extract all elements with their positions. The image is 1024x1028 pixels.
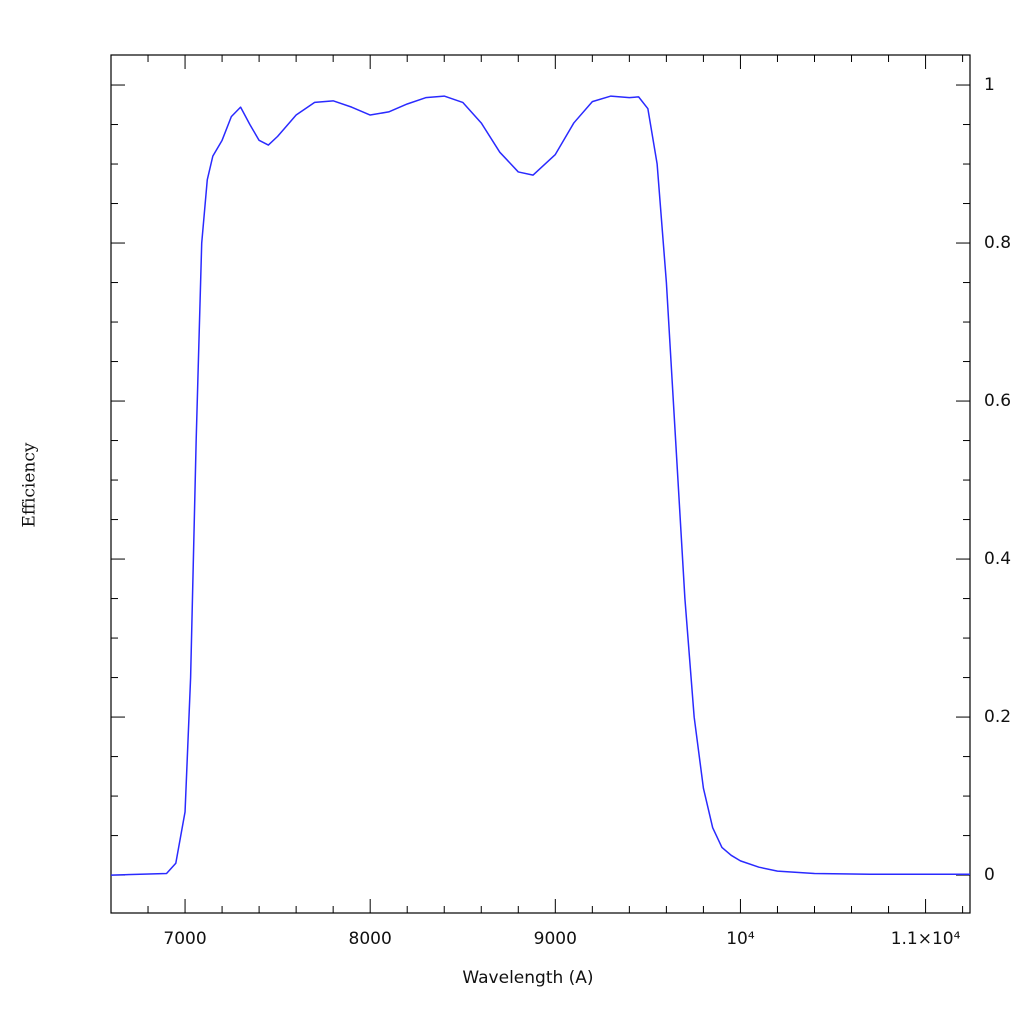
y-tick-label: 0 — [984, 865, 995, 885]
data-line — [110, 95, 970, 876]
plot-frame — [110, 54, 971, 914]
x-tick-label: 9000 — [534, 929, 577, 949]
x-tick-label: 7000 — [163, 929, 206, 949]
x-tick-label: 10⁴ — [726, 929, 755, 949]
x-tick-label: 1.1×10⁴ — [891, 929, 961, 949]
y-tick-label: 0.4 — [984, 549, 1011, 569]
y-tick-label: 1 — [984, 75, 995, 95]
y-tick-label: 0.6 — [984, 391, 1011, 411]
y-tick-label: 0.8 — [984, 233, 1011, 253]
x-tick-label: 8000 — [349, 929, 392, 949]
y-tick-label: 0.2 — [984, 707, 1011, 727]
x-axis-title: Wavelength (A) — [462, 968, 593, 988]
y-axis-title: Efficiency — [20, 442, 40, 527]
